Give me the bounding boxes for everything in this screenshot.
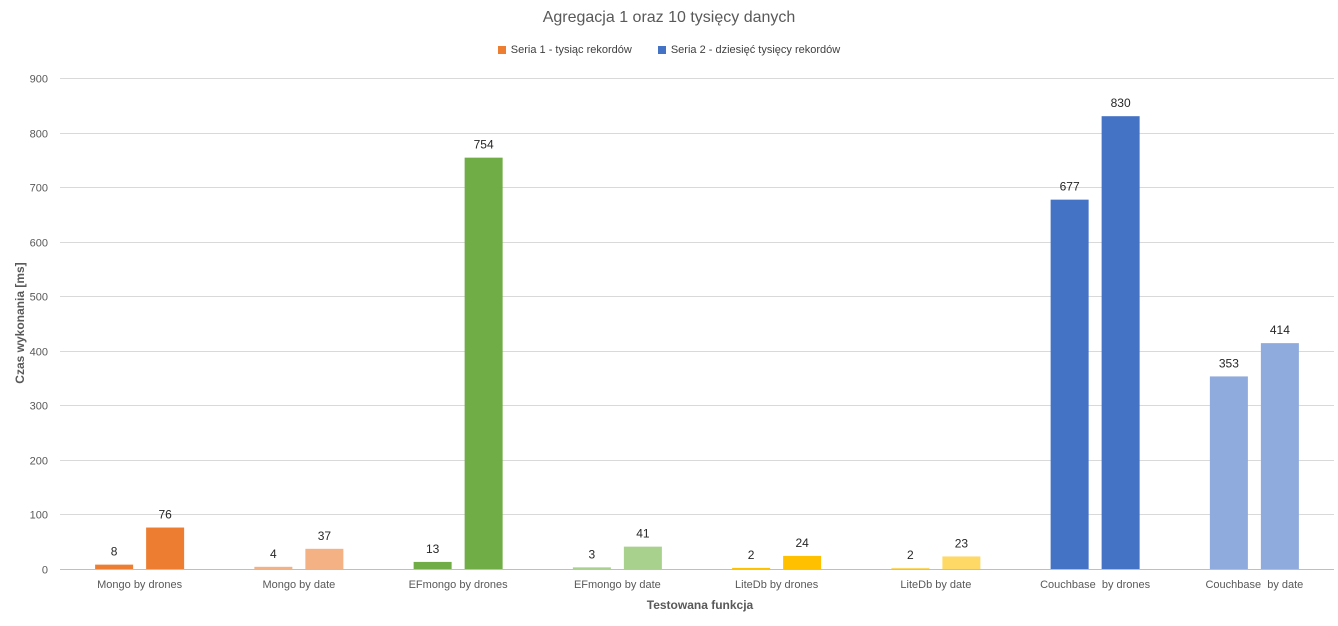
data-label-series-2: 414 xyxy=(1270,323,1290,337)
y-tick-label: 400 xyxy=(30,347,48,359)
x-tick-label: Couchbase by drones xyxy=(1040,579,1151,591)
data-label-series-1: 8 xyxy=(111,545,118,559)
data-labels: 8 76 4 37 13 754 3 41 2 24 2 23 677 830 353 414 xyxy=(111,96,1290,562)
bar-series-1 xyxy=(1209,376,1248,569)
legend-swatch-series-1 xyxy=(497,46,506,54)
legend-swatch-series-2 xyxy=(657,46,666,54)
x-tick-label: LiteDb by date xyxy=(900,579,971,591)
bar-series-2 xyxy=(305,548,344,569)
data-label-series-1: 677 xyxy=(1060,180,1080,194)
bar-series-1 xyxy=(95,564,134,569)
data-label-series-2: 754 xyxy=(474,138,494,152)
x-tick-label: EFmongo by date xyxy=(574,579,661,591)
x-axis-title: Testowana funkcja xyxy=(647,598,754,612)
data-label-series-2: 830 xyxy=(1111,96,1131,110)
bar-series-2 xyxy=(146,527,185,569)
x-tick-label: Mongo by date xyxy=(262,579,335,591)
data-label-series-1: 13 xyxy=(426,542,440,556)
y-axis-title: Czas wykonania [ms] xyxy=(13,262,27,383)
x-tick-label: Mongo by drones xyxy=(97,579,182,591)
x-tick-label: EFmongo by drones xyxy=(409,579,509,591)
data-label-series-1: 2 xyxy=(907,548,914,562)
bars xyxy=(95,116,1299,570)
bar-series-2 xyxy=(1101,116,1140,569)
x-tick-label: LiteDb by drones xyxy=(735,579,819,591)
bar-series-1 xyxy=(891,567,930,569)
legend-item-series-1[interactable]: Seria 1 - tysiąc rekordów xyxy=(497,44,632,56)
y-tick-label: 200 xyxy=(30,456,48,468)
y-tick-label: 0 xyxy=(42,565,48,577)
bar-series-2 xyxy=(623,546,662,569)
data-label-series-2: 41 xyxy=(636,527,650,541)
x-tick-labels: Mongo by drones Mongo by date EFmongo by d… xyxy=(97,579,1303,591)
y-tick-label: 600 xyxy=(30,238,48,250)
bar-series-2 xyxy=(464,157,503,569)
bar-series-1 xyxy=(1050,199,1089,570)
y-tick-labels: 0 100 200 300 400 500 600 700 800 900 xyxy=(30,74,48,577)
data-label-series-1: 353 xyxy=(1219,356,1239,370)
legend-item-series-2[interactable]: Seria 2 - dziesięć tysięcy rekordów xyxy=(657,44,841,56)
y-tick-label: 700 xyxy=(30,183,48,195)
bar-series-1 xyxy=(254,566,293,569)
data-label-series-2: 23 xyxy=(955,536,969,550)
y-tick-label: 300 xyxy=(30,401,48,413)
bar-series-2 xyxy=(1260,343,1299,569)
data-label-series-1: 3 xyxy=(589,547,596,561)
y-tick-label: 800 xyxy=(30,129,48,141)
bar-series-1 xyxy=(732,567,771,569)
data-label-series-2: 76 xyxy=(158,508,172,522)
chart-title: Agregacja 1 oraz 10 tysięcy danych xyxy=(542,9,796,26)
data-label-series-2: 37 xyxy=(318,529,332,543)
data-label-series-2: 24 xyxy=(795,536,809,550)
legend-label-series-2: Seria 2 - dziesięć tysięcy rekordów xyxy=(670,44,841,56)
legend: Seria 1 - tysiąc rekordów Seria 2 - dzie… xyxy=(0,44,1338,56)
y-tick-label: 500 xyxy=(30,292,48,304)
bar-series-2 xyxy=(942,556,981,569)
data-label-series-1: 4 xyxy=(270,547,277,561)
legend-label-series-1: Seria 1 - tysiąc rekordów xyxy=(510,44,632,56)
gridlines xyxy=(60,78,1334,570)
bar-series-1 xyxy=(413,561,452,569)
bar-series-1 xyxy=(572,567,611,569)
x-tick-label: Couchbase by date xyxy=(1205,579,1303,591)
bar-series-2 xyxy=(783,555,822,569)
data-label-series-1: 2 xyxy=(748,548,755,562)
y-tick-label: 100 xyxy=(30,510,48,522)
y-tick-label: 900 xyxy=(30,74,48,86)
